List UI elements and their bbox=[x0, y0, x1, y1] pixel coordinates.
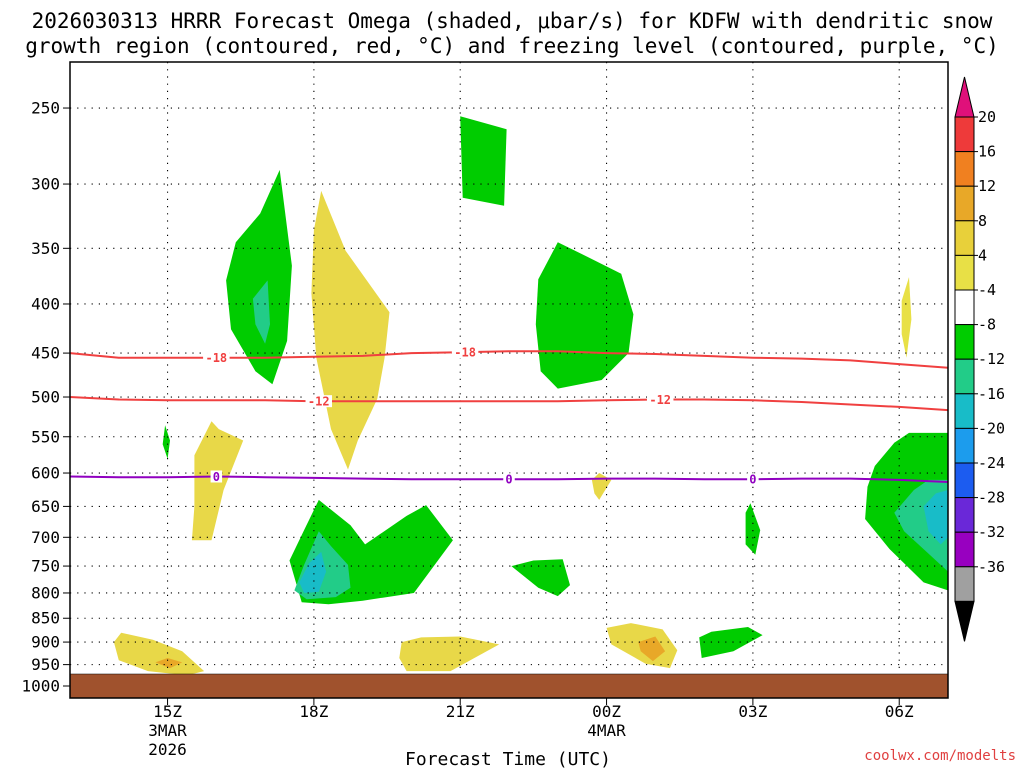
y-tick-label-650: 650 bbox=[31, 497, 60, 516]
omega-region-10 bbox=[901, 277, 912, 358]
omega-region-23 bbox=[699, 627, 763, 658]
omega-region-18 bbox=[113, 632, 205, 676]
colorbar-box-11 bbox=[954, 462, 975, 499]
omega-region-1 bbox=[226, 169, 292, 385]
colorbar-label-3: 12 bbox=[978, 177, 996, 195]
colorbar-box-10 bbox=[954, 427, 975, 464]
x-year-label: 2026 bbox=[148, 740, 187, 759]
colorbar-box-7 bbox=[954, 324, 975, 360]
plot-frame bbox=[69, 61, 949, 699]
x-date-label: 3MAR bbox=[148, 721, 187, 740]
freezing-level-contour-label-1: 0 bbox=[213, 470, 220, 484]
x-tick-label-06Z: 06Z bbox=[885, 702, 914, 721]
dgz-contour--12-label-bg-2 bbox=[646, 393, 674, 406]
y-tick-label-300: 300 bbox=[31, 175, 60, 194]
colorbar-label-9: -16 bbox=[978, 385, 1005, 403]
y-tick-label-900: 900 bbox=[31, 633, 60, 652]
colorbar-label-6: -4 bbox=[978, 281, 996, 299]
y-tick-label-750: 750 bbox=[31, 557, 60, 576]
omega-region-22 bbox=[638, 636, 666, 662]
colorbar-label-5: 4 bbox=[978, 246, 987, 264]
y-tick-label-600: 600 bbox=[31, 464, 60, 483]
y-tick-label-350: 350 bbox=[31, 239, 60, 258]
freezing-level-contour-label-bg-3 bbox=[747, 473, 759, 486]
colorbar-box-12 bbox=[954, 497, 975, 533]
colorbar-box-3 bbox=[954, 185, 975, 222]
y-tick-label-500: 500 bbox=[31, 388, 60, 407]
colorbar-label-8: -12 bbox=[978, 350, 1005, 368]
y-tick-label-850: 850 bbox=[31, 609, 60, 628]
freezing-level-contour-label-3: 0 bbox=[749, 473, 756, 487]
y-tick-label-1000: 1000 bbox=[21, 677, 60, 696]
colorbar-label-2: 16 bbox=[978, 143, 996, 161]
omega-region-9 bbox=[745, 503, 761, 555]
colorbar-label-12: -28 bbox=[978, 489, 1005, 507]
y-tick-label-800: 800 bbox=[31, 583, 60, 602]
colorbar-label-4: 8 bbox=[978, 212, 987, 230]
chart-title-line-2: growth region (contoured, red, °C) and f… bbox=[25, 34, 999, 58]
dgz-contour--18-label-2: -18 bbox=[454, 346, 476, 360]
colorbar-box-4 bbox=[954, 220, 975, 256]
dgz-contour--18-label-bg-1 bbox=[203, 351, 230, 364]
y-tick-label-950: 950 bbox=[31, 655, 60, 674]
pressure-axis: 250 300 350 400 450 500 550 600 650 700 750 800 850 9… bbox=[21, 99, 70, 696]
colorbar-label-10: -20 bbox=[978, 419, 1005, 437]
colorbar-label-11: -24 bbox=[978, 454, 1005, 472]
colorbar-label-14: -36 bbox=[978, 558, 1005, 576]
y-tick-label-550: 550 bbox=[31, 427, 60, 446]
omega-region-19 bbox=[155, 658, 183, 669]
dgz-contour--12-label-2: -12 bbox=[649, 393, 671, 407]
colorbar-label-1: 20 bbox=[978, 108, 996, 126]
colorbar-label-7: -8 bbox=[978, 316, 996, 334]
x-tick-label-18Z: 18Z bbox=[299, 702, 328, 721]
ground-below-surface bbox=[69, 673, 949, 699]
omega-region-17 bbox=[511, 559, 570, 597]
colorbar-box-5 bbox=[954, 254, 975, 291]
x-tick-label-21Z: 21Z bbox=[446, 702, 475, 721]
y-tick-label-400: 400 bbox=[31, 294, 60, 313]
omega-region-6 bbox=[162, 425, 170, 459]
colorbar-box-8 bbox=[954, 358, 975, 395]
colorbar-top-arrow bbox=[954, 76, 975, 118]
y-tick-label-250: 250 bbox=[31, 99, 60, 118]
omega-region-13 bbox=[923, 490, 948, 545]
colorbar-box-14 bbox=[954, 566, 975, 602]
dgz-contour--12 bbox=[69, 396, 949, 412]
colorbar-box-6 bbox=[954, 289, 975, 326]
contour-lines: -18 -18 -12 -12 0 0 0 bbox=[69, 346, 949, 487]
colorbar-box-1 bbox=[954, 116, 975, 153]
x-axis-label: Forecast Time (UTC) bbox=[405, 749, 611, 768]
x-tick-label-03Z: 03Z bbox=[738, 702, 767, 721]
omega-region-16 bbox=[299, 551, 327, 593]
omega-colorbar: 20 16 12 8 4 -4 -8 -12 -16 -20 -24 -28 -32 -36 bbox=[954, 76, 1005, 642]
omega-region-2 bbox=[252, 280, 270, 344]
plot-area: -18 -18 -12 -12 0 0 0 bbox=[69, 61, 949, 699]
plot-background bbox=[70, 62, 948, 698]
x-tick-label-00Z: 00Z bbox=[592, 702, 621, 721]
freezing-level-contour-label-bg-2 bbox=[503, 473, 515, 486]
y-tick-label-700: 700 bbox=[31, 528, 60, 547]
chart-title-line-1: 2026030313 HRRR Forecast Omega (shaded, … bbox=[32, 9, 993, 33]
credit-text: coolwx.com/modelts bbox=[864, 748, 1016, 764]
colorbar-label-13: -32 bbox=[978, 523, 1005, 541]
colorbar-box-9 bbox=[954, 393, 975, 429]
x-date-label: 4MAR bbox=[587, 721, 626, 740]
colorbar-box-2 bbox=[954, 151, 975, 187]
colorbar-box-13 bbox=[954, 531, 975, 568]
freezing-level-contour-label-bg-1 bbox=[210, 470, 223, 483]
omega-region-4 bbox=[460, 116, 507, 206]
omega-region-20 bbox=[399, 636, 500, 672]
freezing-level-contour-label-2: 0 bbox=[505, 473, 512, 487]
colorbar-bottom-arrow bbox=[954, 600, 975, 642]
dgz-contour--18-label-bg-2 bbox=[451, 346, 479, 359]
omega-shading bbox=[113, 116, 948, 676]
dgz-contour--18-label-1: -18 bbox=[205, 351, 227, 365]
y-tick-label-450: 450 bbox=[31, 344, 60, 363]
dgz-contour--12-label-1: -12 bbox=[308, 395, 330, 409]
x-tick-label-15Z: 15Z bbox=[153, 702, 182, 721]
dgz-contour--12-label-bg-1 bbox=[305, 395, 333, 408]
